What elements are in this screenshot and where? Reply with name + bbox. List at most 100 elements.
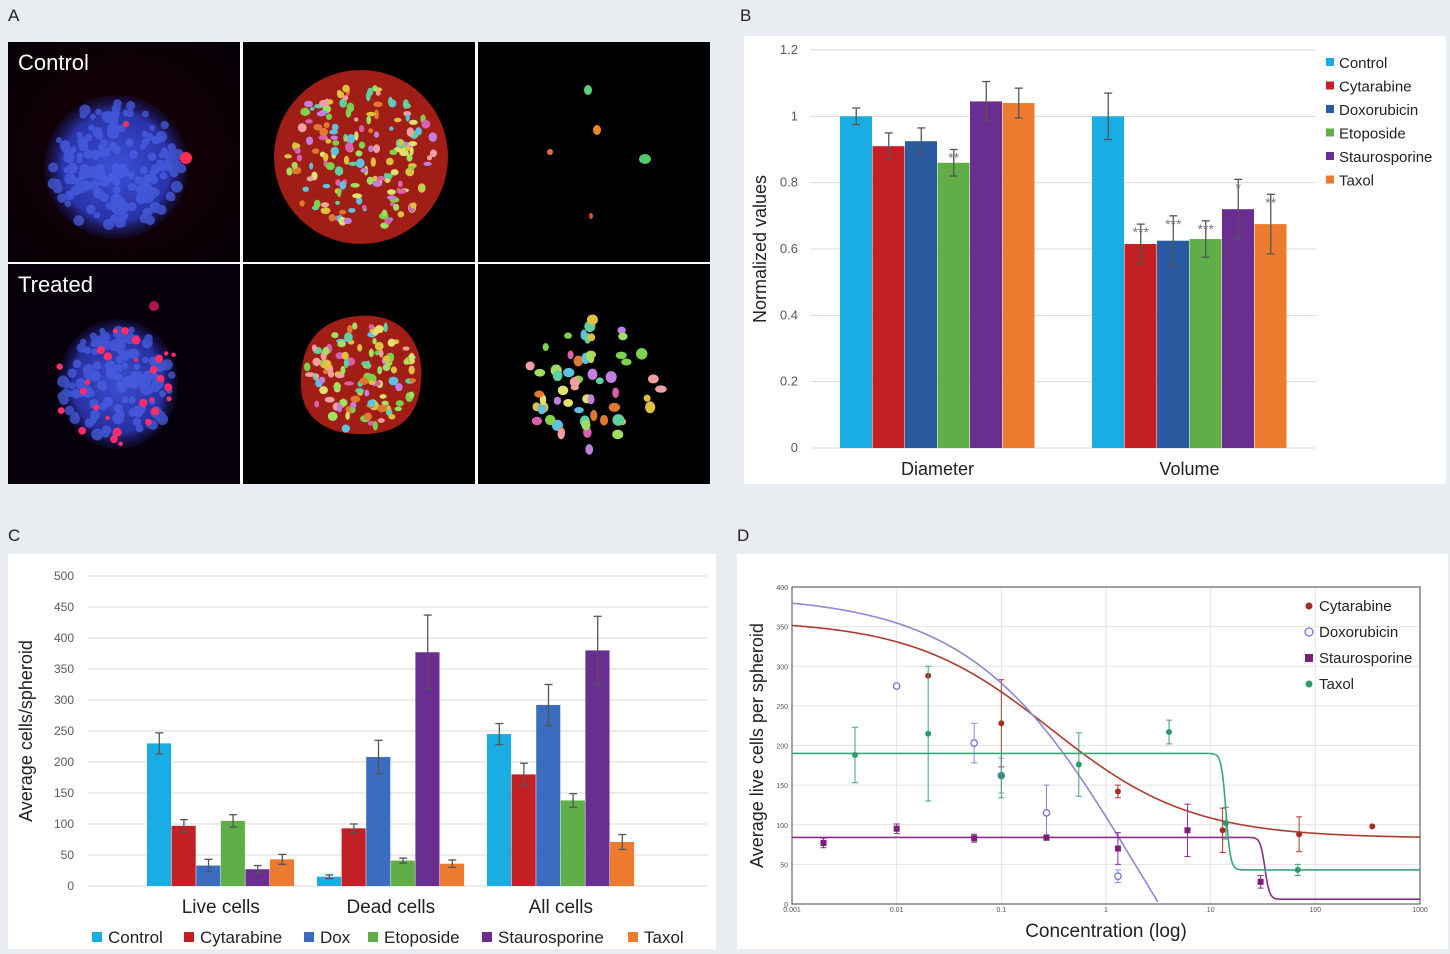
nucleus [109,114,119,124]
cell-blob [331,146,339,156]
cell-blob [356,158,365,169]
nucleus [130,370,141,382]
cell-blob [621,358,632,366]
cell-blob [327,411,338,421]
nucleus [78,141,89,152]
cell-blob [294,147,301,154]
x-tick-label: 0.001 [783,907,801,914]
nucleus [67,163,77,173]
nucleus [111,204,121,214]
cell-blob [384,173,393,179]
nucleus [91,335,103,348]
nucleus [160,147,168,155]
nucleus [90,149,101,160]
y-tick-label: 150 [54,786,74,800]
legend-swatch [1326,58,1334,66]
nucleus [83,149,93,159]
cell-blob [545,414,556,426]
y-tick-label: 100 [776,823,788,830]
cell-blob [355,150,363,157]
cell-blob [390,169,399,176]
bar [1254,224,1287,448]
y-tick-label: 0.2 [780,374,798,389]
cell-blob [377,418,385,423]
nucleus [91,347,99,355]
cell-blob [348,161,359,166]
nucleus [142,356,149,363]
cell-blob [366,115,372,125]
cell-blob [382,364,390,371]
data-point [998,720,1005,727]
legend-label: Staurosporine [1339,149,1432,166]
nucleus [141,110,149,118]
nucleus [110,193,123,206]
cell-blob [617,326,626,335]
cell-blob [645,401,656,414]
cell-blob [581,420,591,431]
legend-label: Taxol [1339,173,1374,190]
cell-blob [342,84,350,93]
cell-blob [344,332,353,343]
cell-blob [429,149,437,158]
bar [366,757,391,886]
cell-blob [420,184,425,192]
cell-blob [341,424,350,433]
nucleus [92,126,103,138]
cell-blob [310,106,315,111]
cell-blob [404,144,410,152]
bar [1002,103,1035,449]
nucleus [149,124,156,131]
nucleus [91,428,104,441]
nucleus [118,211,129,221]
panel-label-c: C [8,526,21,545]
cell-blob [393,117,402,123]
cell-blob [345,142,354,153]
cell-blob [389,149,398,156]
dead-cell [145,418,152,426]
dead-cell [156,374,165,383]
cell-blob [312,357,321,367]
cell-blob [387,189,396,195]
y-tick-label: 300 [776,664,788,671]
cell-blob [376,176,386,181]
cell-blob [305,119,313,124]
cell-blob [319,386,328,395]
y-tick-label: 50 [61,848,75,862]
category-label: Dead cells [346,897,435,918]
cell-blob [320,207,331,215]
cell-blob [587,333,596,342]
nucleus [120,163,127,170]
cell-blob [396,189,407,194]
data-point [1114,872,1122,881]
dead-cell [56,363,63,370]
control-segmentation-image [243,42,475,262]
nucleus [84,133,93,142]
cell-blob [409,146,414,156]
dead-cell [78,426,87,435]
x-tick-label: 1000 [1412,907,1428,914]
bar [341,828,366,886]
cell-blob [320,202,330,208]
nucleus [160,120,169,130]
cell-blob [350,182,360,188]
nucleus [140,166,148,175]
cell-blob [364,389,370,397]
cell-blob [337,340,346,348]
cell-blob [377,366,383,375]
legend-label: Cytarabine [1339,79,1412,96]
bar [536,704,561,886]
cell-blob [608,402,621,412]
cell-blob [374,341,384,351]
significance-mark: *** [1198,221,1215,237]
nucleus [57,193,67,203]
dead-cell [93,404,100,411]
bar [1124,244,1157,448]
data-point [1369,823,1376,830]
cell-blob [552,370,563,382]
cell-blob [587,394,595,405]
data-point [1222,820,1229,827]
cell-blob [423,161,432,166]
nucleus [146,133,154,141]
nucleus [105,201,114,210]
data-point [1043,834,1050,841]
